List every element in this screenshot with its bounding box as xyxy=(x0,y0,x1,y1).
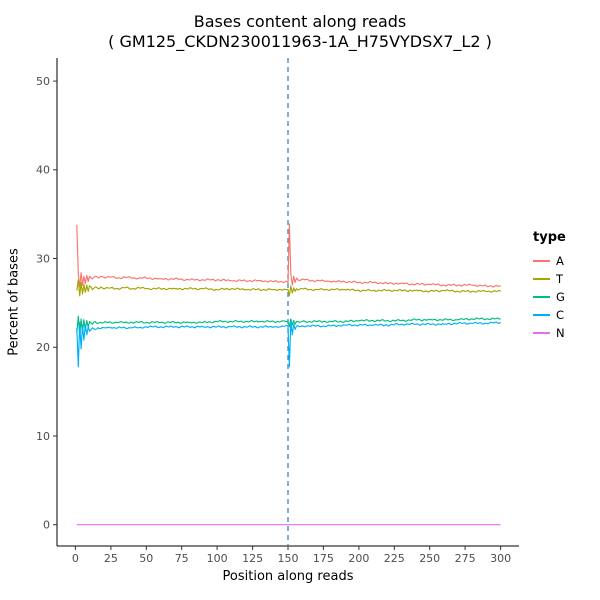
y-tick-label: 30 xyxy=(36,252,50,265)
legend-item-T: T xyxy=(533,270,566,288)
legend-item-N: N xyxy=(533,324,566,342)
x-tick-label: 150 xyxy=(278,552,299,565)
series-line-A xyxy=(76,223,501,288)
x-tick-label: 250 xyxy=(419,552,440,565)
legend-label-A: A xyxy=(556,254,564,268)
y-tick-label: 20 xyxy=(36,341,50,354)
chart-title: Bases content along reads xyxy=(193,12,407,31)
x-tick-label: 75 xyxy=(175,552,189,565)
legend-swatch-A xyxy=(533,260,550,262)
x-tick-label: 100 xyxy=(207,552,228,565)
series-line-T xyxy=(76,279,501,297)
y-tick-label: 10 xyxy=(36,430,50,443)
chart-subtitle: ( GM125_CKDN230011963-1A_H75VYDSX7_L2 ) xyxy=(108,32,492,51)
x-tick-label: 25 xyxy=(104,552,118,565)
series-line-G xyxy=(76,315,501,338)
legend-label-C: C xyxy=(556,308,565,322)
x-axis-title: Position along reads xyxy=(222,569,354,584)
x-tick-label: 50 xyxy=(139,552,153,565)
series-line-C xyxy=(76,320,501,368)
legend-item-G: G xyxy=(533,288,566,306)
x-tick-label: 200 xyxy=(348,552,369,565)
legend-label-N: N xyxy=(556,326,565,340)
y-tick-label: 50 xyxy=(36,75,50,88)
x-tick-label: 125 xyxy=(242,552,263,565)
legend-swatch-G xyxy=(533,296,550,298)
legend-title: type xyxy=(533,230,566,245)
x-tick-label: 175 xyxy=(313,552,334,565)
legend-label-T: T xyxy=(556,272,564,286)
y-tick-label: 40 xyxy=(36,164,50,177)
x-tick-label: 0 xyxy=(72,552,79,565)
x-tick-label: 300 xyxy=(490,552,511,565)
x-tick-label: 275 xyxy=(455,552,476,565)
legend-swatch-C xyxy=(533,314,550,316)
legend-label-G: G xyxy=(556,290,565,304)
legend-swatch-T xyxy=(533,278,550,280)
legend-item-C: C xyxy=(533,306,566,324)
legend-swatch-N xyxy=(533,332,550,334)
x-tick-label: 225 xyxy=(384,552,405,565)
legend-item-A: A xyxy=(533,252,566,270)
y-tick-label: 0 xyxy=(43,519,50,532)
